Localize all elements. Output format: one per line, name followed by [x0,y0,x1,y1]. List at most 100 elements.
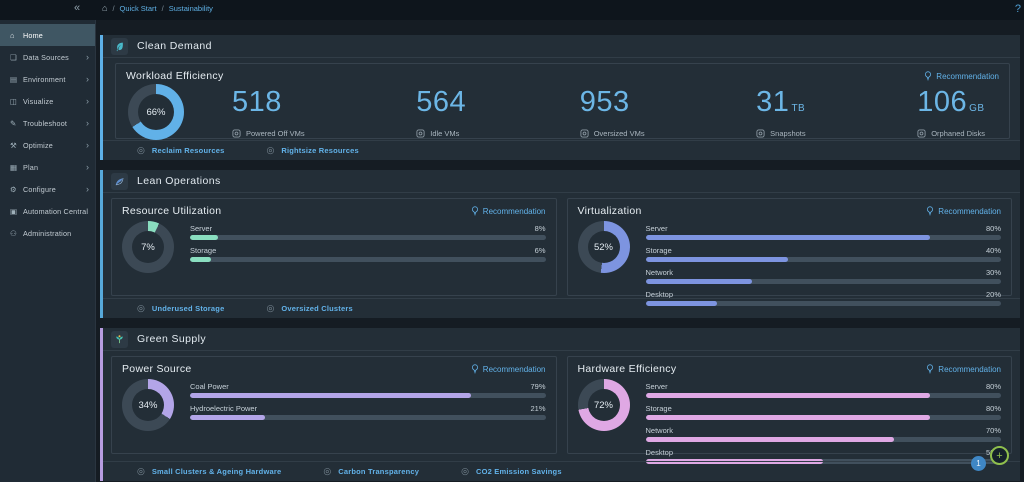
stat-value: 31 TB [756,85,806,118]
metric-bar: Storage 40% [645,246,1001,262]
panel-link[interactable]: ◎ Rightsize Resources [266,145,358,156]
bars-list: Server 8% Storage 6% [190,221,546,273]
metric-bar: Server 8% [190,224,546,240]
bar-label: Server [645,382,668,391]
bar-track [645,235,1001,240]
panel-link-label: Small Clusters & Ageing Hardware [151,467,282,476]
sidebar-item[interactable]: ▣ Automation Central [0,200,95,222]
vm-icon [232,128,241,138]
panel-link[interactable]: ◎ CO2 Emission Savings [461,466,562,477]
card-title: Workload Efficiency [126,70,224,82]
recommendation-label: Recommendation [482,364,546,374]
bars-list: Server 80% Storage 40% Network 30% Deskt… [645,221,1001,312]
recommendation-label: Recommendation [482,206,546,216]
bar-fill [645,279,753,284]
recommendation-label: Recommendation [938,364,1001,374]
panel-header: Clean Demand [103,35,1020,58]
stat-label: Powered Off VMs [246,128,305,138]
bar-percent: 21% [530,404,546,413]
feedback-fab-icon[interactable]: + [990,446,1009,465]
sidebar-item-label: Home [23,30,43,40]
panel-link[interactable]: ◎ Carbon Transparency [323,467,420,477]
breadcrumb-sustainability[interactable]: Sustainability [168,4,213,13]
bar-label: Desktop [645,448,674,457]
stat-value: 564 [416,85,467,118]
virtualization-donut: 52% [577,221,630,273]
panel-link-label: Carbon Transparency [338,467,420,476]
recommendation-link[interactable]: Recommendation [471,364,546,374]
sidebar-item[interactable]: ▤ Environment › [0,68,95,90]
recommendation-label: Recommendation [938,206,1001,216]
recommendation-link[interactable]: Recommendation [926,364,1001,374]
sidebar-item-label: Configure [23,184,56,194]
notification-count-badge[interactable]: 1 [971,456,986,471]
sidebar-collapse-icon[interactable]: « [74,2,81,14]
stat-unit: GB [969,102,985,114]
main-content: Clean Demand Workload Efficiency Recomme… [96,20,1024,482]
lightbulb-icon [927,206,934,216]
recommendation-link[interactable]: Recommendation [924,71,999,81]
bar-track [190,393,546,398]
virtualization-card: Virtualization Recommendation 52% Server… [566,198,1012,306]
dashboard-link-icon: ◎ [266,145,275,155]
sidebar: ⌂ Home ❏ Data Sources › ▤ Environment › … [0,20,96,482]
panel-header: Lean Operations [103,170,1020,193]
sidebar-item-icon: ▦ [10,162,18,172]
chevron-right-icon: › [86,74,89,84]
sidebar-item[interactable]: ❏ Data Sources › [0,46,95,68]
sidebar-item[interactable]: ◫ Visualize › [0,90,95,112]
panel-lean-operations: Lean Operations Resource Utilization Rec… [100,170,1020,318]
breadcrumb-quick-start[interactable]: Quick Start [119,4,157,13]
bar-label: Network [645,268,674,277]
bar-label: Server [645,224,668,233]
home-icon[interactable]: ⌂ [102,3,108,13]
bar-fill [645,415,930,420]
bar-label: Storage [645,404,672,413]
dashboard-link-icon: ◎ [461,466,469,476]
stat-block: 953 Oversized VMs [580,87,645,138]
sidebar-item-icon: ◫ [10,96,18,106]
panel-link[interactable]: ◎ Reclaim Resources [137,146,224,156]
sidebar-item-label: Plan [23,162,39,172]
panel-link[interactable]: ◎ Oversized Clusters [266,304,352,314]
stat-label: Idle VMs [430,128,460,138]
stat-unit: TB [791,102,806,114]
stat-label: Snapshots [770,128,806,138]
bar-percent: 30% [985,268,1001,277]
sidebar-item-label: Troubleshoot [23,118,68,128]
lightbulb-icon [925,71,932,81]
recommendation-link[interactable]: Recommendation [471,206,546,216]
sidebar-item[interactable]: ✎ Troubleshoot › [0,112,95,134]
metric-bar: Server 80% [645,224,1001,240]
donut-value-label: 7% [141,241,155,253]
help-icon[interactable]: ? [1014,3,1021,15]
workload-efficiency-donut: 66% [128,84,184,140]
sidebar-item[interactable]: ⚇ Administration [0,222,95,244]
donut-value-label: 66% [146,106,166,118]
top-bar: « ⌂ / Quick Start / Sustainability ? [0,0,1024,20]
bar-label: Coal Power [190,382,229,391]
bar-track [645,415,1001,420]
stat-label: Oversized VMs [593,128,645,138]
sidebar-item[interactable]: ⚙ Configure › [0,178,95,200]
sidebar-item[interactable]: ⌂ Home [0,24,95,46]
vm-icon [580,128,589,138]
stat-block: 106 GB Orphaned Disks [917,87,985,138]
bar-fill [190,393,471,398]
sidebar-item-label: Data Sources [23,52,69,62]
donut-value-label: 34% [138,399,158,411]
sidebar-item-icon: ⚇ [10,228,17,238]
vm-icon [917,128,926,138]
sidebar-item-label: Visualize [23,96,54,106]
panel-link[interactable]: ◎ Underused Storage [137,304,224,314]
metric-bar: Server 80% [645,382,1001,398]
metric-bar: Storage 80% [645,404,1001,420]
sidebar-item[interactable]: ⚒ Optimize › [0,134,95,156]
panel-title: Green Supply [137,333,207,345]
sidebar-item[interactable]: ▦ Plan › [0,156,95,178]
sidebar-item-icon: ⌂ [10,30,15,40]
recommendation-link[interactable]: Recommendation [926,206,1001,216]
panel-link[interactable]: ◎ Small Clusters & Ageing Hardware [137,467,282,477]
power-source-card: Power Source Recommendation 34% Coal Pow… [111,356,557,454]
